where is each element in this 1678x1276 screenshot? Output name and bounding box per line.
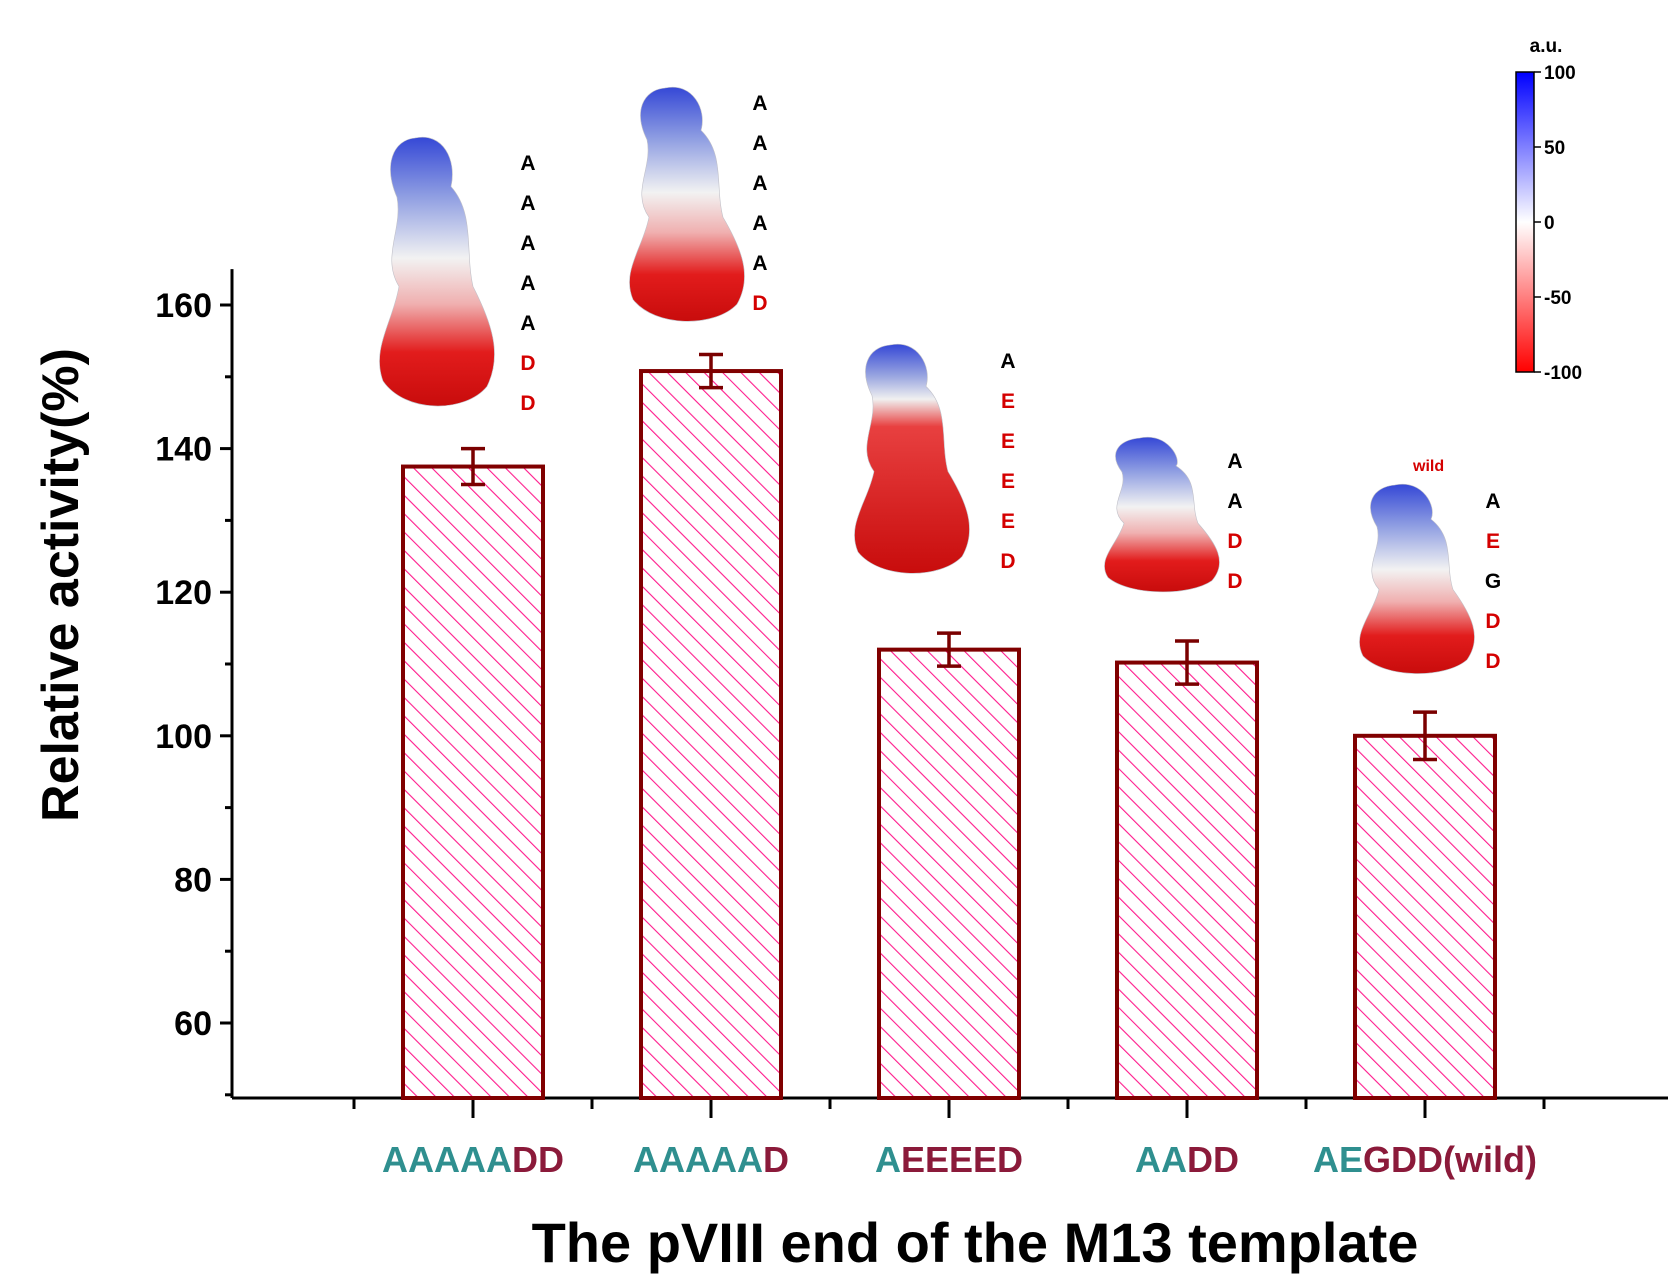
molecule-surface [1104,436,1220,593]
sequence-letter: G [1485,570,1501,593]
sequence-letter: A [752,132,767,155]
colorbar-tick-label: 0 [1544,213,1555,234]
y-axis-title: Relative activity(%) [32,348,90,822]
y-tick-label: 140 [155,431,212,469]
bars [401,352,1497,1101]
sequence-letter: A [520,272,535,295]
sequence-letter: E [1486,530,1500,553]
y-tick-label: 80 [174,861,212,899]
y-tick-label: 60 [174,1005,212,1043]
colorbar: a.u. 100 50 0 -50 -100 [1515,36,1582,384]
sequence-letter: A [752,92,767,115]
x-tick-label-part: DD(wild) [1391,1139,1537,1180]
x-tick-label: AAAAADD [382,1139,564,1180]
x-tick-label: AEGDD(wild) [1313,1139,1537,1180]
sequence-letter: D [520,392,535,415]
colorbar-tick-label: -100 [1544,363,1582,384]
sequence-letter: A [752,172,767,195]
sequence-letter: A [1227,490,1242,513]
y-tick-label: 100 [155,718,212,756]
x-tick-label-part: DD [512,1139,564,1180]
sequence-letter: A [1227,450,1242,473]
sequence-letter: E [1001,470,1015,493]
y-tick-label: 160 [155,287,212,325]
x-axis-title: The pVIII end of the M13 template [532,1211,1419,1274]
sequence-letter: A [520,312,535,335]
sequence-letter: A [520,232,535,255]
x-tick-label-part: D [763,1139,789,1180]
sequence-letter: D [1000,550,1015,573]
colorbar-tick-label: 50 [1544,138,1565,159]
sequence-letter: A [520,192,535,215]
x-tick-label-part: G [1363,1139,1391,1180]
x-tick-label-part: AE [1313,1139,1363,1180]
sequence-letter: A [520,152,535,175]
x-tick-label-part: EEEED [901,1139,1023,1180]
sequence-letter: D [752,292,767,315]
x-tick-label-part: AAAAA [382,1139,512,1180]
bar [877,647,1021,1100]
sequence-letter: D [520,352,535,375]
y-tick-label: 120 [155,574,212,612]
colorbar-title: a.u. [1530,36,1563,57]
colorbar-tick-label: 100 [1544,63,1576,84]
sequence-letter: E [1001,510,1015,533]
molecule-surface [1359,483,1475,674]
sequence-letter: E [1001,430,1015,453]
x-tick-label: AADD [1135,1139,1239,1180]
colorbar-tick-label: -50 [1544,288,1571,309]
sequence-letter: A [752,212,767,235]
sequence-letter: D [1485,610,1500,633]
sequence-letter: A [1485,490,1500,513]
sequence-letter: D [1227,570,1242,593]
x-tick-label-part: DD [1187,1139,1239,1180]
x-tick-label-part: AAAAA [633,1139,763,1180]
inset-tag: wild [1412,458,1444,475]
x-tick-label-part: AA [1135,1139,1187,1180]
colorbar-gradient [1515,71,1535,373]
molecule-surface [854,343,970,574]
molecule-surface [629,86,745,322]
sequence-letter: D [1227,530,1242,553]
molecule-surface [379,136,495,407]
sequence-letter: A [1000,350,1015,373]
x-tick-label: AEEEED [875,1139,1023,1180]
bar [401,464,545,1100]
sequence-letter: E [1001,390,1015,413]
x-tick-label-part: A [875,1139,901,1180]
x-tick-label: AAAAAD [633,1139,789,1180]
bar [639,369,783,1100]
bar [1115,660,1259,1101]
sequence-letter: A [752,252,767,275]
sequence-letter: D [1485,650,1500,673]
bar [1353,733,1497,1100]
